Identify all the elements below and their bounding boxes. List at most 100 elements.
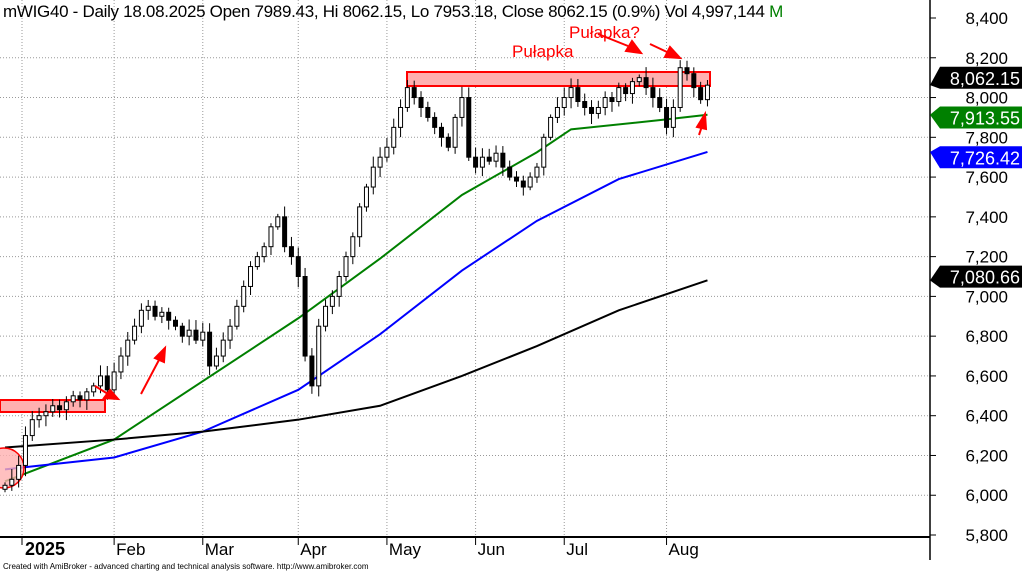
- candle-down: [473, 156, 479, 168]
- candle-up: [111, 371, 117, 391]
- arrow-head: [153, 345, 167, 364]
- candle-up: [398, 106, 404, 128]
- candle-up: [636, 77, 642, 83]
- chart-title: mWIG40 - Daily 18.08.2025 Open 7989.43, …: [3, 2, 783, 22]
- candle-down: [104, 375, 110, 391]
- candles: [2, 60, 710, 493]
- candle-down: [657, 97, 663, 108]
- candle-down: [152, 305, 158, 317]
- title-suffix: M: [769, 2, 783, 21]
- candle-down: [309, 355, 315, 387]
- candle-up: [213, 355, 219, 367]
- candle-down: [582, 101, 588, 108]
- candle-up: [220, 339, 226, 357]
- gridlines: [0, 0, 930, 537]
- candle-down: [500, 152, 506, 168]
- candle-down: [486, 156, 492, 162]
- y-tick-label: 6,000: [965, 486, 1008, 505]
- candle-up: [336, 276, 342, 297]
- x-tick-label: 2025: [25, 539, 65, 559]
- candle-up: [268, 226, 274, 248]
- annotation-pulapka-question: Pułapka?: [569, 23, 640, 42]
- candle-up: [677, 67, 683, 108]
- candle-up: [200, 331, 206, 341]
- arrow-right-icon: [649, 43, 668, 53]
- candle-up: [316, 325, 322, 387]
- x-tick-label: Jun: [478, 540, 505, 559]
- price-label-ma100: 7,726.42: [950, 148, 1020, 168]
- candle-up: [493, 152, 499, 162]
- arrow-down-icon: [94, 385, 109, 395]
- candle-down: [295, 256, 301, 278]
- y-tick-label: 5,800: [965, 526, 1008, 545]
- arrow-head: [102, 388, 121, 401]
- candle-up: [534, 166, 540, 178]
- candle-up: [616, 87, 622, 103]
- candle-down: [411, 87, 417, 99]
- y-tick-label: 8,200: [965, 49, 1008, 68]
- candle-up: [459, 97, 465, 118]
- candle-down: [425, 106, 431, 118]
- candle-up: [568, 87, 574, 99]
- candle-down: [507, 166, 513, 178]
- candle-up: [84, 391, 90, 401]
- y-tick-label: 6,400: [965, 407, 1008, 426]
- candle-down: [609, 97, 615, 103]
- candle-up: [2, 484, 8, 490]
- candle-up: [261, 246, 267, 258]
- candle-up: [254, 256, 260, 268]
- price-label-ma50: 7,913.55: [950, 109, 1020, 129]
- y-tick-label: 7,600: [965, 168, 1008, 187]
- candle-up: [275, 216, 281, 228]
- arrow-head: [663, 45, 683, 60]
- candle-down: [173, 319, 178, 327]
- candle-up: [125, 339, 131, 357]
- candle-up: [248, 266, 254, 287]
- candle-up: [704, 84, 710, 101]
- candle-up: [561, 97, 567, 108]
- candle-up: [527, 176, 533, 188]
- candle-up: [350, 236, 356, 258]
- candle-up: [479, 156, 485, 168]
- last-price-label: 8,062.15: [950, 69, 1020, 89]
- candle-up: [159, 311, 165, 317]
- title-text: mWIG40 - Daily 18.08.2025 Open 7989.43, …: [3, 2, 765, 21]
- candle-down: [589, 106, 595, 114]
- candle-down: [179, 325, 185, 337]
- y-tick-label: 7,400: [965, 208, 1008, 227]
- axes: 5,800 6,000 6,200 6,400 6,600 6,800 7,000 7,200…: [0, 0, 1022, 560]
- price-label-ma200-bg: [930, 265, 1022, 288]
- y-tick-label: 7,200: [965, 248, 1008, 267]
- candle-up: [241, 285, 247, 307]
- candle-up: [16, 464, 22, 480]
- x-tick-label: Feb: [116, 540, 145, 559]
- moving-averages: [4, 113, 708, 483]
- candle-up: [329, 295, 335, 307]
- candle-down: [514, 176, 519, 182]
- candle-down: [684, 67, 690, 75]
- candle-down: [166, 311, 172, 321]
- resistance-zone: [406, 71, 711, 87]
- candle-down: [664, 106, 670, 128]
- candle-up: [595, 106, 601, 114]
- candle-down: [445, 136, 451, 148]
- candle-down: [282, 216, 288, 248]
- candle-down: [77, 395, 83, 401]
- candle-up: [357, 206, 363, 238]
- candle-up: [670, 106, 676, 128]
- candle-up: [70, 395, 76, 403]
- candle-down: [575, 87, 581, 103]
- y-tick-label: 7,800: [965, 128, 1008, 147]
- candle-down: [418, 97, 424, 108]
- candle-up: [602, 97, 608, 108]
- price-label-ma50-bg: [930, 106, 1022, 129]
- candle-up: [138, 309, 144, 327]
- candle-down: [623, 87, 629, 95]
- y-tick-label: 8,400: [965, 9, 1008, 28]
- candle-up: [323, 305, 329, 327]
- candle-up: [118, 355, 124, 373]
- candle-down: [438, 126, 444, 138]
- candle-up: [452, 116, 458, 148]
- candle-up: [370, 166, 376, 188]
